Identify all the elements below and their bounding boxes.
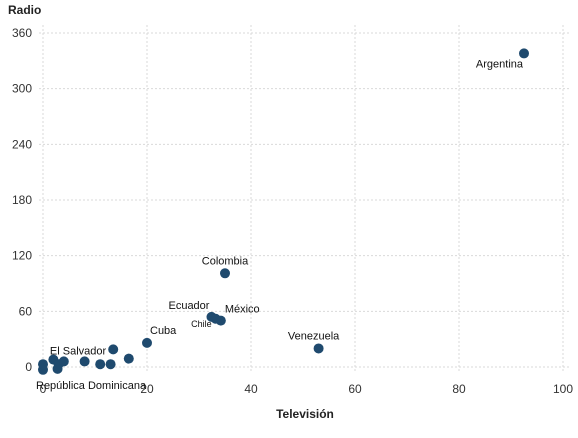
x-tick-label: 0 — [40, 382, 47, 396]
point-label: República Dominicana — [36, 380, 147, 392]
data-point — [79, 356, 90, 367]
data-point — [123, 353, 134, 364]
point-labels: Argentina Colombia Ecuador México Chile Venez… — [36, 58, 524, 391]
data-point — [95, 359, 106, 370]
x-tick-label: 80 — [452, 382, 466, 396]
point-argentina — [519, 48, 529, 59]
point-label: Cuba — [150, 325, 177, 337]
point-label: El Salvador — [50, 345, 107, 357]
data-point — [52, 363, 63, 374]
point-chile — [210, 313, 221, 324]
point-venezuela — [313, 343, 324, 354]
point-colombia — [220, 268, 230, 279]
y-tick-label: 60 — [19, 304, 33, 318]
point-label: Colombia — [202, 255, 249, 267]
y-tick-label: 120 — [12, 249, 32, 263]
point-label: Venezuela — [288, 330, 340, 342]
y-tick-label: 240 — [12, 137, 32, 151]
data-point — [58, 356, 69, 367]
y-tick-label: 0 — [25, 360, 32, 374]
data-point — [105, 359, 116, 370]
y-tick-label: 360 — [12, 26, 32, 40]
x-tick-label: 100 — [553, 382, 573, 396]
data-point — [38, 359, 48, 370]
point-cuba — [142, 337, 152, 348]
data-points — [38, 48, 529, 375]
y-axis-title: Radio — [8, 3, 41, 17]
point-label: Argentina — [476, 58, 524, 70]
point-label: México — [225, 304, 260, 316]
point-el-salvador — [108, 344, 119, 355]
y-tick-label: 180 — [12, 193, 32, 207]
point-label: Chile — [191, 319, 212, 329]
x-axis-title: Televisión — [276, 407, 334, 421]
axes: Radio Televisión 0 20 40 60 80 100 0 60 120 180 24… — [8, 3, 573, 421]
x-tick-label: 60 — [348, 382, 362, 396]
x-tick-label: 40 — [244, 382, 258, 396]
y-tick-label: 300 — [12, 82, 32, 96]
x-tick-label: 20 — [140, 382, 154, 396]
point-label: Ecuador — [168, 300, 209, 312]
grid — [39, 25, 569, 373]
